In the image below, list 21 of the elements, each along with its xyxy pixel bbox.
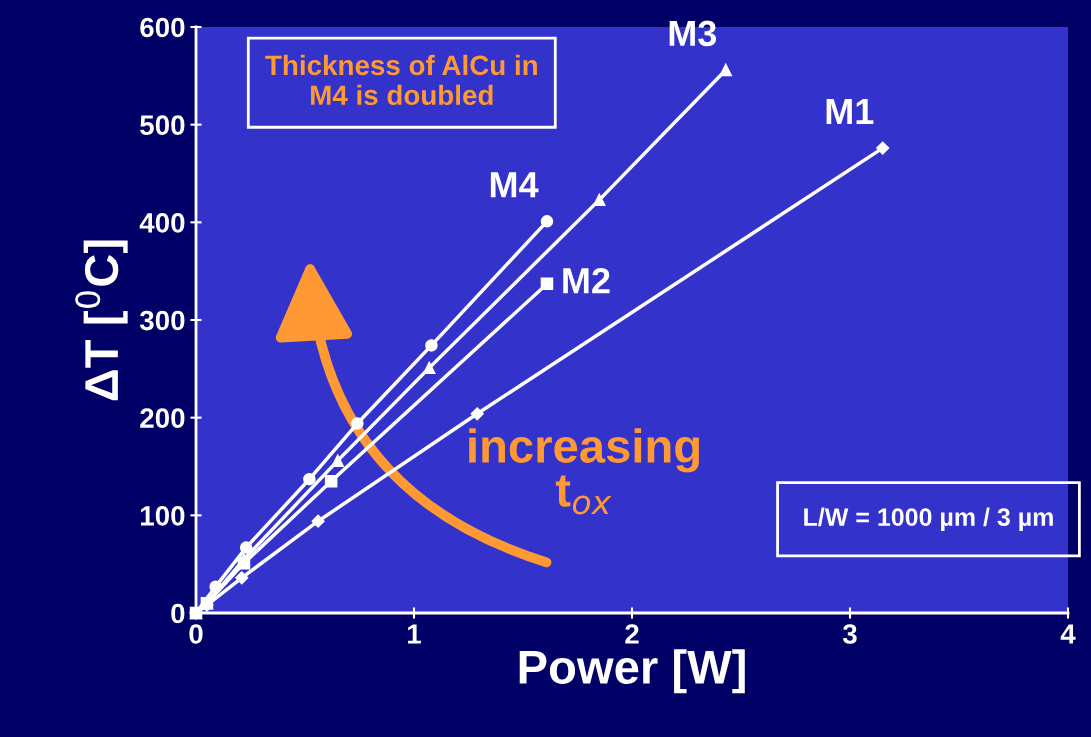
annotation: Thickness of AlCu in M4 is doubled [265,54,537,106]
y-tick-label: 100 [140,506,185,526]
annotation: L/W = 1000 µm / 3 µm [804,507,1053,531]
annotation: increasing t$_{ox}$ [469,428,699,515]
x-tick-label: 3 [842,624,857,644]
y-tick-label: 300 [139,310,185,331]
y-tick-label: 200 [140,408,185,429]
y-tick-label: 0 [171,603,185,624]
x-tick-label: 4 [1060,624,1076,644]
series-label: M3 [669,20,717,47]
x-axis-title: Power [W] [519,649,745,694]
series-label: M4 [490,172,539,198]
y-axis-title: ΔT [$^{0}$C] [75,240,128,401]
y-tick-label: 400 [139,213,185,233]
x-tick-label: 1 [408,624,421,644]
series-label: M2 [563,267,610,294]
series-label: M1 [826,99,874,124]
x-tick-label: 0 [189,624,203,644]
x-tick-label: 2 [625,624,639,644]
y-tick-label: 600 [140,17,185,38]
y-tick-label: 500 [140,115,185,136]
